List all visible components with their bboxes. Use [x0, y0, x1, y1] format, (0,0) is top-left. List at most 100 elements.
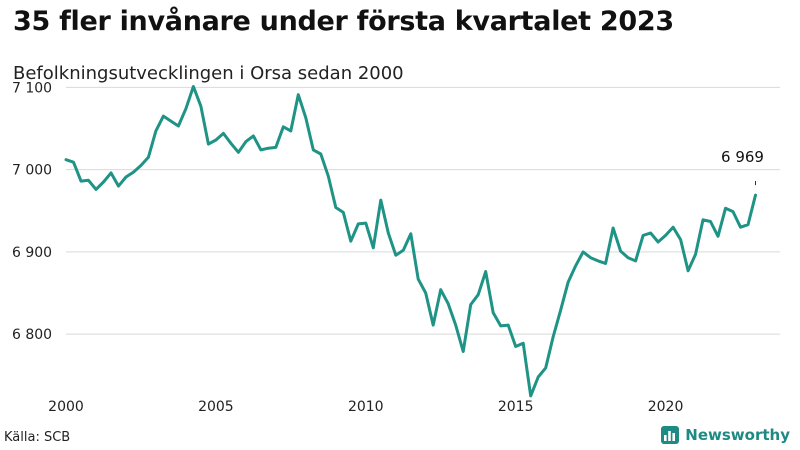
data-point: [544, 366, 547, 369]
data-point: [394, 254, 397, 257]
data-point: [402, 249, 405, 252]
data-point: [754, 194, 757, 197]
data-point: [454, 324, 457, 327]
data-point: [65, 158, 68, 161]
data-point: [304, 116, 307, 119]
data-point: [387, 232, 390, 235]
data-point: [664, 234, 667, 237]
x-tick-label: 2020: [648, 399, 684, 415]
data-point: [567, 281, 570, 284]
data-point: [312, 148, 315, 151]
data-point: [627, 256, 630, 259]
data-point: [267, 147, 270, 150]
data-point: [147, 156, 150, 159]
data-point: [717, 235, 720, 238]
data-point: [117, 185, 120, 188]
x-axis-tick-labels: 2000 2005 2010 2015 2020: [48, 399, 683, 415]
data-point: [162, 115, 165, 118]
data-point: [477, 293, 480, 296]
data-point: [522, 342, 525, 345]
data-point: [619, 250, 622, 253]
data-point: [379, 199, 382, 202]
data-point: [139, 164, 142, 167]
data-point: [192, 85, 195, 88]
data-point: [95, 188, 98, 191]
data-point: [642, 234, 645, 237]
data-point: [559, 309, 562, 312]
data-point: [484, 270, 487, 273]
data-point: [709, 220, 712, 223]
data-point: [125, 176, 128, 179]
y-tick-label: 7 000: [12, 163, 52, 179]
x-tick-label: 2015: [498, 399, 534, 415]
data-point: [634, 259, 637, 262]
data-point: [574, 264, 577, 267]
data-point: [169, 120, 172, 123]
data-point: [499, 324, 502, 327]
chart-title: 35 fler invånare under första kvartalet …: [13, 6, 674, 37]
series-line: [64, 85, 757, 398]
data-point: [514, 345, 517, 348]
data-point: [462, 350, 465, 353]
newsworthy-chart-icon: [661, 426, 680, 444]
data-point: [747, 223, 750, 226]
data-point: [72, 161, 75, 164]
brand-logo[interactable]: Newsworthy: [661, 426, 790, 444]
data-point: [529, 394, 532, 397]
data-point: [207, 143, 210, 146]
data-point: [334, 206, 337, 209]
annotation-layer: 6 969: [721, 148, 764, 186]
data-point: [154, 129, 157, 132]
data-point: [432, 324, 435, 327]
data-point: [679, 238, 682, 241]
data-point: [492, 311, 495, 314]
data-point: [694, 253, 697, 256]
data-point: [177, 125, 180, 128]
chart-subtitle: Befolkningsutvecklingen i Orsa sedan 200…: [13, 63, 404, 84]
data-point: [507, 324, 510, 327]
data-point: [649, 232, 652, 235]
y-tick-label: 7 100: [12, 80, 52, 96]
data-point: [732, 210, 735, 213]
data-point: [552, 335, 555, 338]
data-point: [372, 246, 375, 249]
data-point: [612, 227, 615, 230]
data-point: [409, 232, 412, 235]
data-point: [672, 226, 675, 229]
data-point: [132, 171, 135, 174]
data-point: [702, 218, 705, 221]
data-point: [604, 262, 607, 265]
data-point: [102, 181, 105, 184]
data-point: [364, 222, 367, 225]
data-point: [252, 134, 255, 137]
data-point: [342, 211, 345, 214]
data-point: [319, 153, 322, 156]
data-point: [297, 93, 300, 96]
data-point: [80, 180, 83, 183]
data-point: [87, 179, 90, 182]
data-point: [687, 269, 690, 272]
data-point: [214, 139, 217, 142]
y-axis-tick-labels: 6 800 6 900 7 000 7 100: [12, 80, 52, 343]
y-tick-label: 6 800: [12, 327, 52, 343]
data-point: [199, 105, 202, 108]
data-point: [110, 171, 113, 174]
data-point: [274, 146, 277, 149]
data-point: [417, 278, 420, 281]
data-point: [357, 222, 360, 225]
data-point: [237, 151, 240, 154]
data-point: [229, 142, 232, 145]
data-point: [184, 107, 187, 110]
data-point: [447, 302, 450, 305]
x-tick-label: 2010: [348, 399, 384, 415]
data-point: [282, 125, 285, 128]
data-point: [469, 303, 472, 306]
data-point: [724, 207, 727, 210]
data-point: [439, 288, 442, 291]
data-point: [657, 241, 660, 244]
data-point: [244, 140, 247, 143]
data-point: [424, 292, 427, 295]
data-point: [289, 129, 292, 132]
data-point: [582, 250, 585, 253]
